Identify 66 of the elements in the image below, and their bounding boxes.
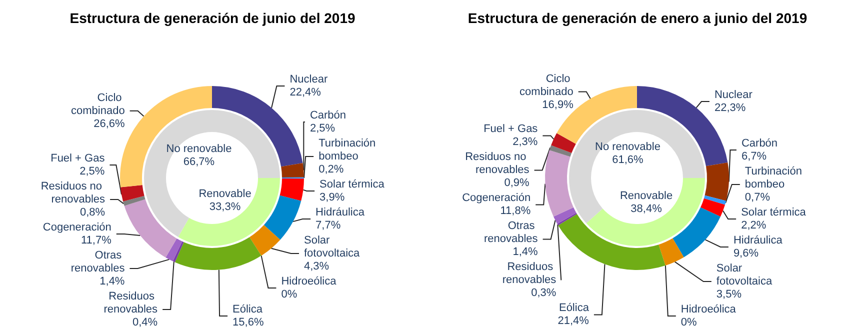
data-label: 2,2% [741,220,766,232]
data-label: 16,9% [542,98,574,111]
slice-label: Eólica [558,302,590,314]
slice-label: Cogeneración [462,192,531,204]
data-label: 11,8% [500,205,531,218]
data-label: 22,3% [714,102,746,114]
slice-label: Solar fotovoltaica [716,262,773,288]
chart-title: Estructura de generación de junio del 2019 [70,10,356,26]
data-label: 0,7% [744,192,770,204]
category-label: Hidroeólica [680,304,736,316]
slice-label: Turbinación bombeo [744,166,806,190]
data-label: 0,4% [132,316,158,328]
data-label: 61,6% [612,154,644,166]
category-label: Hidroeólica [281,276,336,288]
slice-label: Cogeneración [42,222,112,234]
slice-label: Ciclo combinado [520,72,574,98]
slice-label: Residuos renovables [104,290,158,316]
data-label: 7,7% [316,220,341,232]
data-label: 33,3% [209,201,241,214]
data-label: 3,5% [716,288,742,300]
data-label: 0,9% [504,177,530,190]
data-label: 4,3% [304,260,330,272]
slice-label: Carbón [310,110,346,122]
data-label: 0,8% [80,206,106,218]
data-label: 66,7% [183,156,215,168]
data-label: 22,4% [290,86,322,99]
data-label: 26,6% [94,118,126,130]
slice-label: Renovable [198,188,252,200]
data-label: 2,5% [310,122,336,134]
data-label: 0,2% [318,164,344,176]
slice-label: Solar térmica [741,206,807,218]
slice-label: Residuos no renovables [40,180,106,206]
slice-label: No renovable [166,142,232,155]
slice-label: Eólica [232,304,264,316]
data-label: 9,6% [733,248,759,260]
text: 0% [680,316,697,328]
slice-label: Solar térmica [320,178,386,190]
data-label: 11,7% [81,234,112,246]
data-label: 0,3% [531,287,556,300]
slice-label: Residuos no renovables [465,151,530,176]
slice-label: Fuel + Gas [484,123,538,136]
data-label: 6,7% [741,150,767,162]
slice-label: Nuclear [714,89,753,102]
slice-label: Fuel + Gas [50,152,106,164]
slice-label: Hidráulica [733,234,784,246]
slice-label: Nuclear [290,74,328,86]
slice-label: Otras renovables [70,250,126,274]
slice-label: Turbinación bombeo [318,138,379,162]
data-label: 3,9% [320,192,345,204]
slice-label: Carbón [741,138,778,150]
slice-label: Renovable [620,190,673,202]
chart-title: Estructura de generación de enero a junio del 2019 [468,10,808,26]
text: 0% [281,288,298,300]
slice-label: Solar fotovoltaica [304,234,361,260]
data-label: 21,4% [558,315,590,328]
slice-label: No renovable [595,141,660,154]
data-label: 2,3% [512,136,538,148]
slice-label: Otras renovables [484,220,538,246]
slice-label: Ciclo combinado [71,92,125,117]
data-label: 15,6% [232,316,264,328]
data-label: 38,4% [630,202,662,215]
data-label: 1,4% [512,246,538,258]
data-label: 1,4% [100,276,125,288]
slice-label: Hidráulica [316,206,366,218]
data-label: 2,5% [80,166,105,178]
slice-label: Residuos renovables [502,261,557,286]
